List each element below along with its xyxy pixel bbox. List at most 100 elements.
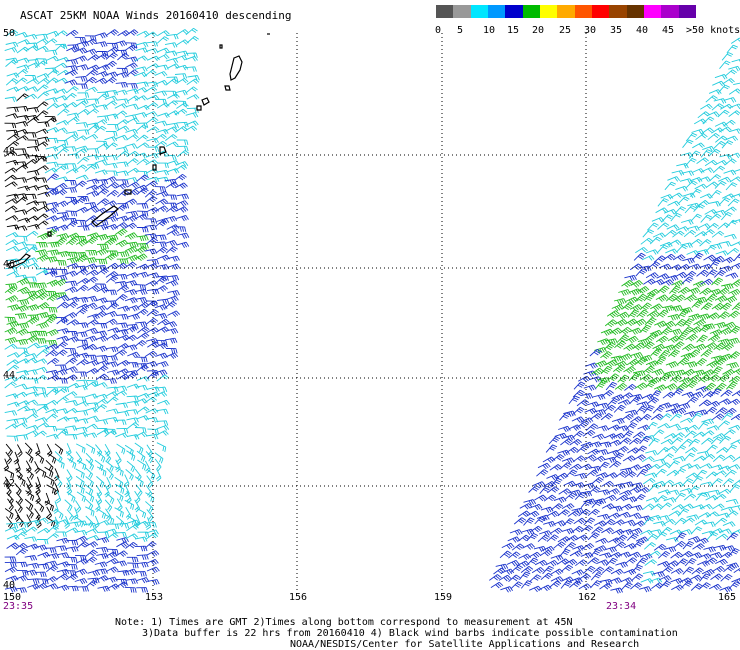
wind-barb	[5, 443, 13, 457]
wind-barb	[699, 239, 712, 247]
wind-barb	[581, 543, 595, 550]
wind-barb	[57, 250, 70, 258]
wind-barb	[25, 413, 39, 420]
wind-barb	[66, 585, 79, 592]
wind-barb	[4, 410, 18, 416]
wind-barb	[712, 433, 726, 439]
wind-barb	[682, 368, 696, 377]
wind-barb	[64, 425, 78, 431]
wind-barb	[95, 419, 109, 425]
wind-barb	[96, 93, 109, 101]
wind-barb	[106, 189, 119, 197]
wind-barb	[708, 489, 721, 496]
wind-barb	[669, 285, 681, 294]
wind-barb	[35, 33, 49, 40]
wind-barb	[706, 511, 719, 518]
island-5	[159, 146, 167, 155]
wind-barb	[671, 388, 684, 397]
wind-barb	[609, 577, 622, 584]
wind-barb	[607, 537, 621, 544]
wind-barb	[533, 545, 547, 553]
wind-barb	[667, 335, 681, 343]
wind-barb	[75, 483, 85, 494]
wind-barb	[136, 577, 150, 584]
wind-barb	[614, 319, 628, 327]
wind-barb	[670, 568, 684, 575]
wind-barb	[729, 325, 740, 334]
wind-barb	[541, 545, 555, 553]
wind-barb	[45, 583, 59, 590]
wind-barb	[518, 553, 532, 560]
wind-barb	[711, 255, 725, 263]
wind-barb	[157, 162, 169, 169]
wind-barb	[27, 139, 40, 146]
wind-barb	[661, 214, 673, 223]
wind-barb	[47, 249, 60, 256]
wind-barb	[74, 100, 88, 108]
wind-barb	[571, 507, 584, 514]
wind-barb	[116, 285, 130, 292]
wind-barb	[572, 389, 585, 398]
wind-barb	[640, 237, 653, 245]
wind-barb	[595, 472, 609, 479]
wind-barb	[594, 545, 607, 552]
wind-barb	[14, 483, 22, 496]
lat-lon-grid	[4, 33, 734, 590]
wind-barb	[681, 276, 694, 285]
wind-barb	[155, 339, 168, 346]
wind-barb	[671, 504, 685, 511]
wind-barb	[176, 139, 189, 146]
wind-barb	[37, 184, 50, 191]
wind-barb	[635, 405, 647, 414]
wind-barb	[719, 353, 733, 361]
wind-barb	[47, 241, 60, 248]
wind-barb	[26, 476, 33, 490]
wind-barb	[167, 263, 181, 270]
wind-barb	[175, 200, 189, 207]
wind-barb	[656, 309, 669, 318]
wind-barb	[673, 540, 686, 548]
wind-barb	[96, 355, 109, 361]
wind-barb	[96, 546, 109, 553]
wind-barb	[136, 406, 150, 413]
wind-barb	[16, 358, 30, 364]
wind-barb	[689, 326, 702, 334]
wind-barb	[124, 568, 138, 575]
wind-barb	[705, 181, 719, 188]
wind-barb	[84, 38, 98, 45]
wind-barb	[66, 46, 80, 53]
wind-barb	[126, 490, 132, 504]
wind-barb	[681, 391, 695, 399]
wind-barb	[618, 289, 631, 296]
wind-barb	[645, 333, 658, 341]
wind-barb	[608, 439, 622, 447]
wind-barb	[75, 331, 88, 338]
wind-barb	[157, 47, 170, 54]
wind-barb	[610, 568, 624, 576]
wind-barb	[126, 241, 139, 248]
wind-barb	[4, 566, 18, 574]
wind-barb	[4, 556, 17, 562]
wind-barb	[125, 371, 138, 380]
wind-barb	[706, 425, 720, 431]
wind-barb	[156, 36, 170, 44]
wind-barb	[125, 29, 139, 36]
wind-barb	[95, 485, 103, 498]
wind-barb	[613, 364, 626, 373]
wind-barb	[721, 256, 735, 264]
wind-barb	[137, 459, 147, 471]
wind-barb	[714, 382, 727, 391]
wind-barb	[74, 568, 88, 576]
wind-barb	[85, 215, 99, 222]
wind-barb	[6, 359, 19, 366]
wind-barb	[682, 517, 695, 525]
wind-barb	[731, 390, 740, 397]
wind-barb	[77, 129, 90, 135]
wind-barb	[706, 531, 719, 541]
wind-barb	[702, 391, 715, 399]
wind-barbs-layer	[3, 27, 740, 594]
wind-barb	[134, 536, 148, 543]
wind-barb	[124, 326, 138, 333]
wind-barb	[75, 122, 89, 128]
wind-barb	[46, 103, 60, 110]
